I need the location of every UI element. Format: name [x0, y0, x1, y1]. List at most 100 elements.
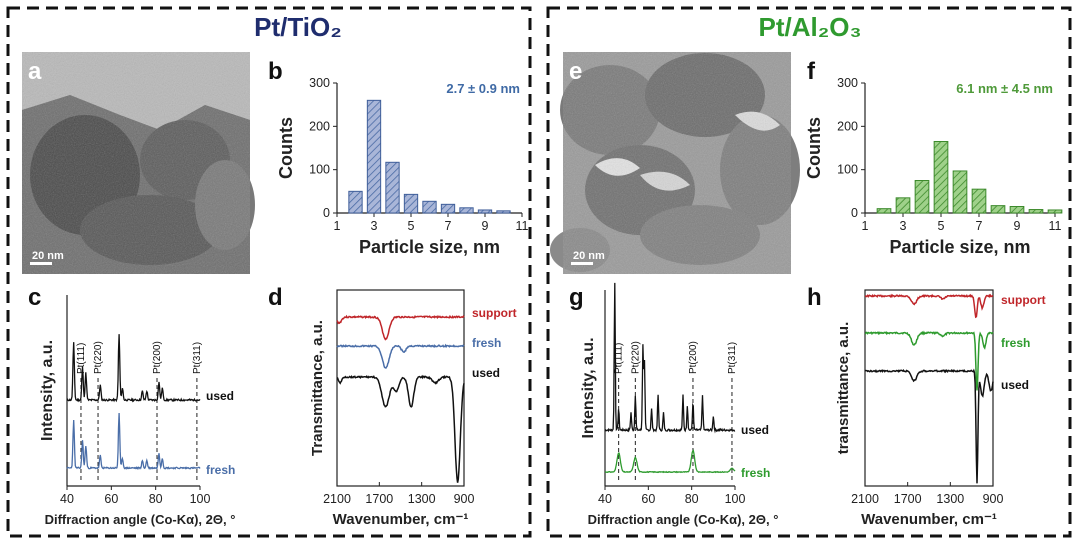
y-tick-label: 0: [851, 206, 858, 220]
x-axis-label: Particle size, nm: [359, 237, 500, 257]
y-tick-label: 300: [309, 76, 330, 90]
reference-label: Pt(111): [614, 343, 625, 374]
reference-label: Pt(220): [93, 341, 104, 374]
x-tick-label: 60: [641, 492, 655, 506]
ir-chart-h: 2100 1700 1300 900 support fresh used Wavenumbe…: [835, 289, 1046, 528]
panel-label-g: g: [569, 284, 584, 311]
series-line: [604, 449, 736, 474]
series-label: fresh: [472, 336, 501, 350]
left-frame: [6, 6, 532, 538]
reference-label: Pt(200): [688, 341, 699, 374]
y-tick-label: 200: [837, 119, 858, 133]
x-tick-label: 100: [725, 492, 746, 506]
bar: [385, 161, 400, 214]
bar: [933, 141, 949, 214]
series-line: [864, 330, 994, 391]
series-label: fresh: [1001, 336, 1030, 350]
xrd-chart-g: 40 60 80 100 Pt(111) Pt(220) Pt(200) Pt(311) use…: [580, 282, 779, 527]
x-tick-label: 1700: [365, 492, 393, 506]
bar: [403, 193, 419, 214]
y-tick-label: 100: [837, 163, 858, 177]
x-tick-label: 60: [104, 492, 118, 506]
y-axis-label: Intensity, a.u.: [580, 337, 597, 438]
y-tick-label: 200: [309, 119, 330, 133]
plot-frame: [864, 289, 994, 487]
x-tick-label: 2100: [851, 492, 879, 506]
series-label: used: [741, 423, 769, 437]
ir-chart-d: 2100 1700 1300 900 support fresh used Wavenumbe…: [309, 289, 517, 528]
bar: [1028, 209, 1044, 214]
x-axis-label: Diffraction angle (Co-Kα), 2Θ, °: [588, 512, 779, 527]
panel-label-e: e: [569, 58, 582, 85]
x-tick-label: 9: [482, 219, 489, 233]
x-tick-label: 900: [454, 492, 475, 506]
y-axis-label: transmittance, a.u.: [835, 322, 852, 455]
series-line: [336, 314, 465, 341]
series-line: [604, 282, 736, 434]
x-tick-label: 9: [1014, 219, 1021, 233]
scale-bar-a: 20 nm: [32, 250, 64, 262]
x-axis-label: Particle size, nm: [889, 237, 1030, 257]
right-frame: [546, 6, 1072, 538]
x-tick-label: 1300: [408, 492, 436, 506]
tem-image-e: [550, 52, 800, 274]
reference-label: Pt(311): [727, 342, 738, 374]
annotation: 2.7 ± 0.9 nm: [446, 81, 520, 96]
series-label: support: [1001, 293, 1046, 307]
series-line: [864, 293, 994, 319]
x-tick-label: 7: [445, 219, 452, 233]
bar: [477, 209, 493, 214]
x-tick-label: 5: [938, 219, 945, 233]
y-tick-label: 100: [309, 163, 330, 177]
series-line: [66, 334, 201, 403]
x-tick-label: 3: [371, 219, 378, 233]
xrd-chart-c: 40 60 80 100 Pt(111) Pt(220) Pt(200) Pt(311) use…: [39, 295, 235, 527]
bar: [1047, 209, 1063, 214]
plot-frame: [336, 289, 465, 487]
series-label: used: [206, 389, 234, 403]
histogram-f: 0 100 200 300 1 3 5 7 9 11 6.1 nm ± 4.5 nm Particle…: [804, 76, 1063, 257]
panel-label-b: b: [268, 58, 283, 85]
x-tick-label: 80: [685, 492, 699, 506]
x-tick-label: 40: [60, 492, 74, 506]
x-tick-label: 5: [408, 219, 415, 233]
panel-label-c: c: [28, 284, 41, 311]
bar: [422, 200, 437, 214]
x-tick-label: 100: [190, 492, 211, 506]
bar: [895, 197, 911, 214]
scale-bar-e: 20 nm: [573, 250, 605, 262]
bar: [366, 99, 382, 214]
series-label: fresh: [206, 463, 235, 477]
y-tick-label: 300: [837, 76, 858, 90]
x-tick-label: 7: [976, 219, 983, 233]
series-line: [336, 374, 465, 483]
y-axis-label: Transmittance, a.u.: [309, 320, 326, 456]
x-tick-label: 1300: [936, 492, 964, 506]
reference-label: Pt(111): [76, 343, 87, 374]
y-tick-label: 0: [323, 206, 330, 220]
panel-label-f: f: [807, 58, 816, 85]
bar: [459, 207, 474, 214]
histogram-b: 0 100 200 300 1 3 5 7 9 11 2.7 ± 0.9 nm Particle si…: [276, 76, 529, 257]
bar: [914, 180, 930, 214]
series-label: used: [472, 366, 500, 380]
x-axis-label: Wavenumber, cm⁻¹: [861, 511, 997, 528]
bar: [990, 205, 1006, 214]
annotation: 6.1 nm ± 4.5 nm: [956, 81, 1053, 96]
bar: [971, 188, 987, 214]
tem-image-a: [22, 52, 255, 274]
series-line: [336, 343, 465, 369]
reference-label: Pt(311): [192, 342, 203, 374]
bar: [496, 210, 511, 214]
series-line: [66, 412, 201, 471]
bar: [952, 170, 968, 214]
x-tick-label: 1700: [894, 492, 922, 506]
x-tick-label: 1: [334, 219, 341, 233]
left-title: Pt/TiO₂: [254, 12, 342, 42]
reference-label: Pt(200): [152, 341, 163, 374]
x-axis-label: Diffraction angle (Co-Kα), 2Θ, °: [45, 512, 236, 527]
x-tick-label: 900: [983, 492, 1004, 506]
y-axis-label: Counts: [276, 117, 296, 179]
bar: [1009, 206, 1025, 214]
